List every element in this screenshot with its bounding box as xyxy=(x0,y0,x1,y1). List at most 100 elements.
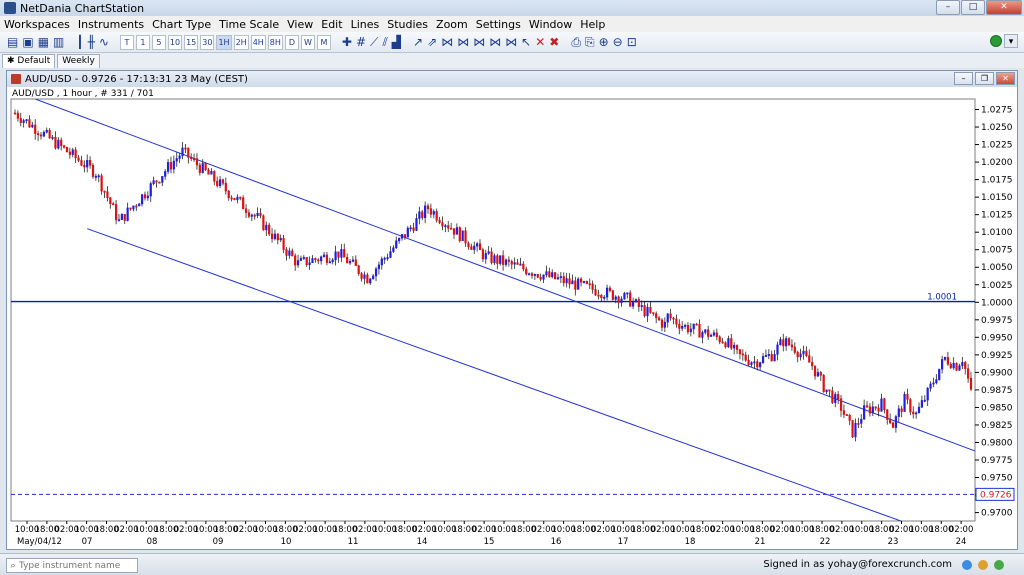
fibo-arc-icon[interactable]: ⋈ xyxy=(473,34,486,49)
save-icon[interactable]: ▣ xyxy=(22,34,34,49)
interval-15m[interactable]: 15 xyxy=(184,34,199,50)
candle xyxy=(490,247,493,265)
new-chart-icon[interactable]: ▤ xyxy=(7,34,19,49)
studies-icon[interactable]: ▟ xyxy=(391,34,402,49)
menu-settings[interactable]: Settings xyxy=(475,17,521,31)
candle-body xyxy=(143,194,147,199)
info-icon[interactable] xyxy=(962,560,972,570)
price-chart[interactable]: AUD/USD , 1 hour , # 331 / 701 1.0275 1.02… xyxy=(7,87,1017,549)
candle-body xyxy=(164,171,167,177)
candle-body xyxy=(669,313,672,319)
x-day-label: 21 xyxy=(755,537,766,547)
maximize-button[interactable]: □ xyxy=(961,0,985,15)
menu-view[interactable]: View xyxy=(287,17,314,31)
candle-body xyxy=(409,227,412,230)
chart-close-button[interactable]: ✕ xyxy=(996,72,1015,85)
candle xyxy=(129,207,132,211)
candle xyxy=(851,420,854,439)
menu-help[interactable]: Help xyxy=(580,17,606,31)
delete-icon[interactable]: ✕ xyxy=(535,34,546,49)
candle xyxy=(548,267,551,278)
candle xyxy=(672,316,675,325)
parallel-icon[interactable]: ⋈ xyxy=(489,34,502,49)
minimize-button[interactable]: – xyxy=(936,0,960,15)
candle xyxy=(282,234,285,254)
grid-icon[interactable]: # xyxy=(355,34,367,49)
menu-window[interactable]: Window xyxy=(528,17,573,31)
toolbar-overflow-icon[interactable]: ▾ xyxy=(1004,34,1018,48)
candle-body xyxy=(57,139,60,149)
instrument-input[interactable] xyxy=(19,560,135,571)
line-chart-icon[interactable]: ∿ xyxy=(98,34,109,49)
tab-default[interactable]: ✱ Default xyxy=(2,54,56,68)
candle-chart-icon[interactable]: ┃ xyxy=(76,34,84,49)
bar-chart-icon[interactable]: ╫ xyxy=(87,34,95,49)
candle xyxy=(842,404,846,419)
candle xyxy=(259,208,262,219)
menu-chart-type[interactable]: Chart Type xyxy=(152,17,212,31)
interval-1m[interactable]: 1 xyxy=(135,34,150,50)
menu-studies[interactable]: Studies xyxy=(387,17,429,31)
delete-all-icon[interactable]: ✖ xyxy=(549,34,560,49)
candle-body xyxy=(138,203,141,207)
alert-icon[interactable] xyxy=(978,560,988,570)
interval-1h[interactable]: 1H xyxy=(216,34,232,50)
candle-body xyxy=(909,399,912,413)
menu-instruments[interactable]: Instruments xyxy=(77,17,145,31)
crosshair-icon[interactable]: ✚ xyxy=(341,34,352,49)
candle xyxy=(831,386,834,404)
fibo-fan-icon[interactable]: ⋈ xyxy=(457,34,470,49)
candle xyxy=(187,147,190,164)
zoom-out-icon[interactable]: ⊖ xyxy=(612,34,623,49)
candle xyxy=(478,239,482,251)
interval-week[interactable]: W xyxy=(300,34,315,50)
chart-minimize-button[interactable]: – xyxy=(954,72,973,85)
interval-30m[interactable]: 30 xyxy=(200,34,215,50)
gann-icon[interactable]: ⋈ xyxy=(505,34,518,49)
candle-body xyxy=(917,406,921,414)
menu-time-scale[interactable]: Time Scale xyxy=(219,17,280,31)
fibonacci-icon[interactable]: ⋈ xyxy=(441,34,454,49)
draw-line-icon[interactable]: ↗ xyxy=(413,34,424,49)
pointer-icon[interactable]: ↖ xyxy=(521,34,532,49)
zoom-in-icon[interactable]: ⊕ xyxy=(598,34,609,49)
trendline-icon[interactable]: ⟋ xyxy=(370,34,379,49)
menu-zoom[interactable]: Zoom xyxy=(436,17,468,31)
candle xyxy=(493,253,496,266)
print-setup-icon[interactable]: ▥ xyxy=(53,34,65,49)
interval-month[interactable]: M xyxy=(316,34,331,50)
candle xyxy=(704,329,707,335)
tab-weekly[interactable]: Weekly xyxy=(57,54,100,68)
zoom-reset-icon[interactable]: ⊡ xyxy=(626,34,637,49)
candle-body xyxy=(577,278,580,290)
candle xyxy=(634,298,638,303)
candle xyxy=(897,405,900,423)
interval-5m[interactable]: 5 xyxy=(151,34,166,50)
interval-8h[interactable]: 8H xyxy=(267,34,283,50)
print-icon[interactable]: ⎙ xyxy=(571,34,581,49)
menu-workspaces[interactable]: Workspaces xyxy=(4,17,70,31)
candle-body xyxy=(45,130,48,133)
draw-ray-icon[interactable]: ⇗ xyxy=(427,34,438,49)
x-tick-label: 18:00 xyxy=(154,525,179,535)
close-button[interactable]: ✕ xyxy=(986,0,1022,15)
menu-lines[interactable]: Lines xyxy=(350,17,380,31)
instrument-search[interactable]: ⌕ xyxy=(6,558,138,573)
candle xyxy=(600,294,603,302)
channel-icon[interactable]: ⫽ xyxy=(382,34,388,49)
candle xyxy=(346,253,349,264)
interval-tick[interactable]: T xyxy=(119,34,134,50)
interval-10m[interactable]: 10 xyxy=(167,34,183,50)
candle xyxy=(458,226,461,243)
interval-4h[interactable]: 4H xyxy=(250,34,266,50)
open-icon[interactable]: ▦ xyxy=(37,34,50,49)
candle xyxy=(519,257,522,266)
interval-day[interactable]: D xyxy=(284,34,299,50)
candle xyxy=(198,162,201,176)
interval-2h[interactable]: 2H xyxy=(233,34,249,50)
export-icon[interactable]: ⎘ xyxy=(584,34,595,49)
chart-restore-button[interactable]: ❐ xyxy=(975,72,994,85)
candle xyxy=(317,258,320,265)
menu-edit[interactable]: Edit xyxy=(321,17,343,31)
